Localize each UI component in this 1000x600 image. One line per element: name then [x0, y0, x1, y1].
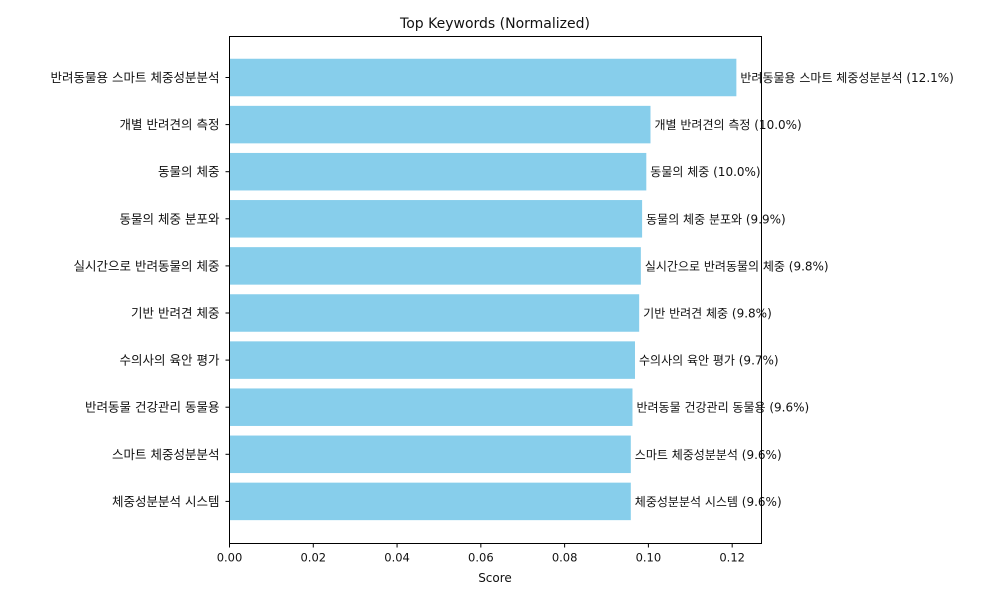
data-label: 기반 반려견 체중 (9.8%): [643, 307, 772, 321]
bars-group: [229, 58, 737, 521]
data-label: 스마트 체중성분분석 (9.6%): [635, 448, 782, 462]
x-ticks: 0.00 0.02 0.04 0.06 0.08 0.10 0.12: [217, 543, 745, 565]
y-tick-label: 동물의 체중: [158, 164, 219, 179]
bar: [229, 105, 651, 144]
bar: [229, 247, 641, 285]
bar: [229, 200, 643, 238]
y-tick-label: 동물의 체중 분포와: [120, 211, 220, 226]
x-tick-label: 0.08: [552, 551, 578, 565]
data-label: 동물의 체중 분포와 (9.9%): [646, 212, 786, 226]
bar: [229, 482, 631, 521]
y-tick-label: 체중성분분석 시스템: [112, 494, 219, 509]
x-tick-label: 0.12: [719, 551, 745, 565]
bar: [229, 152, 647, 191]
y-tick-label: 수의사의 육안 평가: [120, 353, 220, 368]
data-label: 개별 반려견의 측정 (10.0%): [654, 118, 801, 132]
bar: [229, 294, 640, 332]
x-tick-label: 0.00: [217, 551, 243, 565]
x-axis-label: Score: [478, 571, 512, 585]
x-tick-label: 0.06: [468, 551, 494, 565]
bar: [229, 435, 631, 474]
data-label: 수의사의 육안 평가 (9.7%): [639, 354, 779, 368]
bar: [229, 341, 635, 379]
plot-frame: [229, 36, 762, 544]
x-tick-label: 0.10: [636, 551, 662, 565]
data-label: 반려동물용 스마트 체중성분분석 (12.1%): [740, 71, 954, 85]
data-label: 반려동물 건강관리 동물용 (9.6%): [636, 401, 809, 415]
data-label: 체중성분분석 시스템 (9.6%): [635, 495, 782, 509]
bar: [229, 58, 737, 97]
x-tick-label: 0.02: [300, 551, 326, 565]
y-tick-label: 개별 반려견의 측정: [120, 117, 220, 132]
y-tick-label: 반려동물 건강관리 동물용: [85, 400, 219, 415]
data-label: 실시간으로 반려동물의 체중 (9.8%): [645, 259, 829, 273]
y-tick-label: 반려동물용 스마트 체중성분분석: [51, 70, 220, 85]
bar: [229, 388, 633, 426]
y-tick-label: 기반 반려견 체중: [131, 306, 219, 321]
x-tick-label: 0.04: [384, 551, 410, 565]
data-labels: 반려동물용 스마트 체중성분분석 (12.1%) 개별 반려견의 측정 (10.0…: [635, 71, 954, 509]
data-label: 동물의 체중 (10.0%): [650, 165, 760, 179]
y-tick-label: 실시간으로 반려동물의 체중: [74, 258, 220, 273]
chart-title: Top Keywords (Normalized): [399, 16, 590, 32]
y-tick-label: 스마트 체중성분분석: [112, 447, 219, 462]
